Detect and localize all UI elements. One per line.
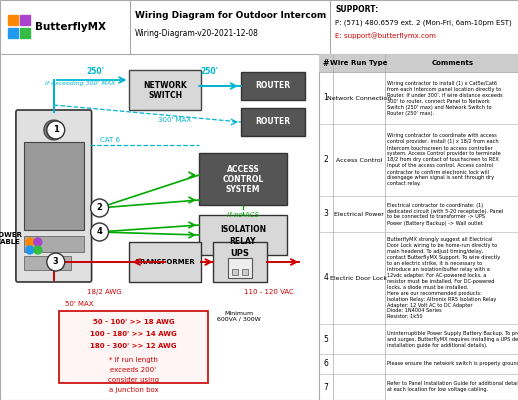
Text: 100 - 180' >> 14 AWG: 100 - 180' >> 14 AWG [90, 331, 177, 337]
Text: 6: 6 [323, 360, 328, 368]
Text: 4: 4 [323, 274, 328, 282]
Text: 50 - 100' >> 18 AWG: 50 - 100' >> 18 AWG [93, 319, 174, 325]
Text: a junction box: a junction box [109, 387, 158, 393]
Bar [20, 15, 30, 25]
Bar [213, 242, 267, 282]
Text: SUPPORT:: SUPPORT: [335, 6, 378, 14]
Circle shape [34, 246, 42, 254]
Text: Wire Run Type: Wire Run Type [330, 60, 387, 66]
Text: 18/2 AWG: 18/2 AWG [87, 289, 122, 295]
Text: 2: 2 [323, 156, 328, 164]
Text: Wiring-Diagram-v20-2021-12-08: Wiring-Diagram-v20-2021-12-08 [135, 30, 259, 38]
Text: ButterflyMX: ButterflyMX [35, 22, 106, 32]
Text: P: (571) 480.6579 ext. 2 (Mon-Fri, 6am-10pm EST): P: (571) 480.6579 ext. 2 (Mon-Fri, 6am-1… [335, 20, 512, 26]
Text: 250': 250' [87, 68, 105, 76]
Bar [130, 70, 201, 110]
Text: 3: 3 [323, 210, 328, 218]
Bar [24, 256, 70, 270]
Circle shape [26, 246, 34, 254]
Text: 180 - 300' >> 12 AWG: 180 - 300' >> 12 AWG [90, 343, 177, 349]
Text: 3: 3 [53, 258, 59, 266]
Text: Comments: Comments [431, 60, 473, 66]
Text: ROUTER: ROUTER [255, 118, 290, 126]
Circle shape [26, 238, 34, 246]
Text: exceeds 200': exceeds 200' [110, 367, 156, 373]
Bar [20, 28, 30, 38]
Bar [130, 242, 201, 282]
FancyBboxPatch shape [16, 110, 92, 282]
Text: Access Control: Access Control [336, 158, 382, 162]
Bar [24, 236, 83, 252]
Text: Minimum
600VA / 300W: Minimum 600VA / 300W [217, 310, 261, 322]
Text: 1: 1 [53, 126, 59, 134]
Text: 4: 4 [97, 228, 103, 236]
Text: ButterflyMX strongly suggest all Electrical
Door Lock wiring to be home-run dire: ButterflyMX strongly suggest all Electri… [387, 236, 500, 320]
Text: 300' MAX: 300' MAX [157, 117, 191, 123]
Text: 2: 2 [97, 204, 103, 212]
Text: 7: 7 [323, 382, 328, 392]
Text: Wiring contractor to coordinate with access
control provider, install (1) x 18/2: Wiring contractor to coordinate with acc… [387, 134, 501, 186]
Text: Please ensure the network switch is properly grounded.: Please ensure the network switch is prop… [387, 362, 518, 366]
Text: 250': 250' [200, 68, 218, 76]
Text: If no ACS: If no ACS [227, 212, 259, 218]
Text: CONTROL: CONTROL [222, 174, 264, 184]
Circle shape [47, 121, 65, 139]
Text: 5: 5 [323, 334, 328, 344]
Text: SWITCH: SWITCH [148, 90, 182, 100]
Circle shape [44, 120, 64, 140]
Text: 1: 1 [323, 94, 328, 102]
Bar [8, 28, 18, 38]
Text: E: support@butterflymx.com: E: support@butterflymx.com [335, 33, 436, 39]
Text: If exceeding 300' MAX: If exceeding 300' MAX [45, 82, 115, 86]
Text: Uninterruptible Power Supply Battery Backup. To prevent voltage drops
and surges: Uninterruptible Power Supply Battery Bac… [387, 330, 518, 348]
Text: CAT 6: CAT 6 [99, 137, 120, 143]
Circle shape [91, 199, 108, 217]
Bar [24, 142, 83, 230]
Bar [242, 269, 248, 275]
Text: SYSTEM: SYSTEM [226, 184, 260, 194]
Bar [199, 153, 287, 205]
Text: ISOLATION: ISOLATION [220, 224, 266, 234]
Text: * if run length: * if run length [109, 357, 158, 363]
Text: Electric Door Lock: Electric Door Lock [330, 276, 387, 280]
Text: 50' MAX: 50' MAX [65, 301, 94, 307]
Bar [199, 215, 287, 255]
Circle shape [91, 223, 108, 241]
Text: #: # [322, 58, 329, 68]
Bar [241, 72, 305, 100]
Text: 110 - 120 VAC: 110 - 120 VAC [244, 289, 294, 295]
Circle shape [34, 238, 42, 246]
Text: Wiring contractor to install (1) x Cat5e/Cat6
from each Intercom panel location : Wiring contractor to install (1) x Cat5e… [387, 80, 502, 116]
FancyBboxPatch shape [59, 311, 208, 383]
Text: NETWORK: NETWORK [143, 80, 187, 90]
Text: POWER: POWER [0, 232, 22, 238]
Text: Wiring Diagram for Outdoor Intercom: Wiring Diagram for Outdoor Intercom [135, 12, 326, 20]
Text: consider using: consider using [108, 377, 159, 383]
Bar [232, 269, 238, 275]
Text: Electrical contractor to coordinate: (1)
dedicated circuit (with 5-20 receptacle: Electrical contractor to coordinate: (1)… [387, 202, 503, 226]
Circle shape [47, 253, 65, 271]
Text: ACCESS: ACCESS [226, 164, 260, 174]
Text: ROUTER: ROUTER [255, 82, 290, 90]
Text: CABLE: CABLE [0, 239, 20, 245]
Text: UPS: UPS [231, 250, 249, 258]
Bar [319, 54, 518, 72]
Text: Network Connection: Network Connection [327, 96, 391, 100]
Bar [241, 108, 305, 136]
Text: Refer to Panel Installation Guide for additional details. Leave 6' service loop
: Refer to Panel Installation Guide for ad… [387, 382, 518, 392]
Text: RELAY: RELAY [229, 236, 256, 246]
Text: TRANSFORMER: TRANSFORMER [135, 259, 195, 265]
Text: Electrical Power: Electrical Power [334, 212, 384, 216]
Bar [228, 258, 252, 278]
Bar [8, 15, 18, 25]
